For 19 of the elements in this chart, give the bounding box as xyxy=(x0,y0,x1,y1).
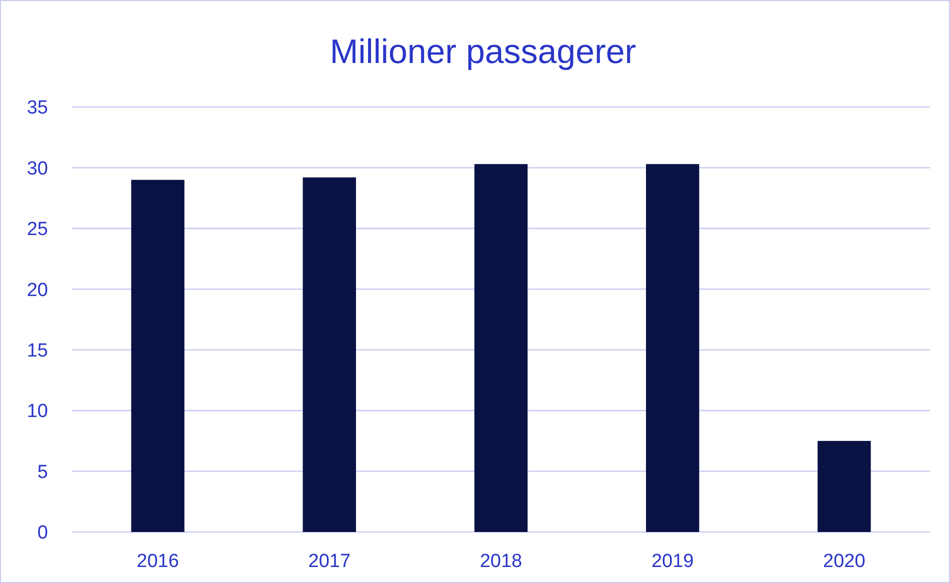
x-tick-label: 2019 xyxy=(651,551,694,572)
x-tick-label: 2020 xyxy=(823,551,866,572)
y-tick-label: 20 xyxy=(26,280,48,301)
x-tick-label: 2018 xyxy=(480,551,522,572)
y-tick-label: 30 xyxy=(26,158,48,180)
bar xyxy=(474,164,528,532)
x-tick-label: 2017 xyxy=(308,551,351,572)
y-tick-label: 25 xyxy=(26,219,48,240)
bar xyxy=(302,177,356,532)
bar xyxy=(131,180,184,532)
bar xyxy=(818,440,871,532)
y-tick-label: 10 xyxy=(26,401,48,422)
chart-title: Millioner passagerer xyxy=(330,33,636,71)
x-tick-label: 2016 xyxy=(136,551,179,572)
y-tick-label: 0 xyxy=(37,522,48,544)
y-tick-label: 35 xyxy=(26,98,48,119)
y-tick-label: 5 xyxy=(37,462,48,483)
y-tick-label: 15 xyxy=(26,340,48,362)
bar xyxy=(646,164,700,532)
